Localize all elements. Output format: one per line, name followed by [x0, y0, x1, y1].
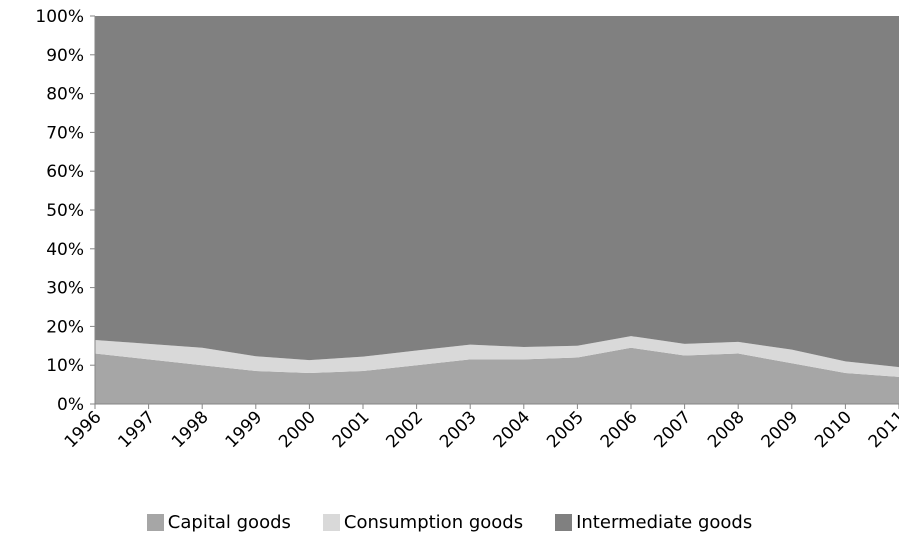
- y-tick-label: 10%: [46, 356, 84, 376]
- legend-label-consumption-goods: Consumption goods: [343, 511, 524, 533]
- x-tick-label: 2007: [650, 407, 695, 452]
- x-tick-label: 1998: [168, 407, 213, 452]
- legend-swatch-intermediate-goods: [555, 513, 573, 531]
- x-tick-label: 2010: [811, 407, 856, 452]
- y-axis-ticks: 0% 10% 20% 30% 40% 50% 60% 70% 80% 90% 100%: [35, 7, 95, 415]
- y-tick-label: 60%: [46, 162, 84, 182]
- legend-swatch-consumption-goods: [322, 513, 340, 531]
- y-tick-label: 0%: [57, 395, 84, 415]
- x-tick-label: 2000: [275, 407, 320, 452]
- x-tick-label: 2008: [704, 407, 749, 452]
- x-tick-label: 2011: [865, 407, 899, 452]
- area-capital-goods: [95, 347, 899, 404]
- y-tick-label: 100%: [35, 7, 84, 27]
- x-tick-label: 2003: [436, 407, 481, 452]
- x-tick-label: 2001: [329, 407, 374, 452]
- legend: Capital goods Consumption goods Intermed…: [0, 509, 899, 535]
- legend-item-capital-goods: Capital goods: [146, 511, 291, 533]
- y-tick-label: 80%: [46, 85, 84, 105]
- x-axis-ticks: 1996 1997 1998 1999 2000 2001 2002 2003 2004 2005…: [61, 404, 899, 452]
- y-tick-label: 70%: [46, 123, 84, 143]
- y-tick-label: 50%: [46, 201, 84, 221]
- area-series-group: [95, 16, 899, 404]
- x-tick-label: 2009: [758, 407, 803, 452]
- chart: 0% 10% 20% 30% 40% 50% 60% 70% 80% 90% 100% 1996 19…: [35, 7, 899, 452]
- area-intermediate-goods: [95, 16, 899, 368]
- legend-item-consumption-goods: Consumption goods: [322, 511, 524, 533]
- area-consumption-goods: [95, 336, 899, 377]
- x-tick-label: 2004: [490, 407, 535, 452]
- y-tick-label: 30%: [46, 279, 84, 299]
- legend-label-capital-goods: Capital goods: [167, 511, 291, 533]
- x-tick-label: 2005: [543, 407, 588, 452]
- legend-label-intermediate-goods: Intermediate goods: [576, 511, 753, 533]
- x-tick-label: 1997: [114, 407, 159, 452]
- x-tick-label: 2002: [382, 407, 427, 452]
- y-tick-label: 40%: [46, 240, 84, 260]
- x-tick-label: 1999: [222, 407, 267, 452]
- legend-item-intermediate-goods: Intermediate goods: [555, 512, 752, 533]
- legend-swatch-capital-goods: [146, 513, 164, 531]
- y-tick-label: 90%: [46, 46, 84, 66]
- x-tick-label: 2006: [597, 407, 642, 452]
- y-tick-label: 20%: [46, 317, 84, 337]
